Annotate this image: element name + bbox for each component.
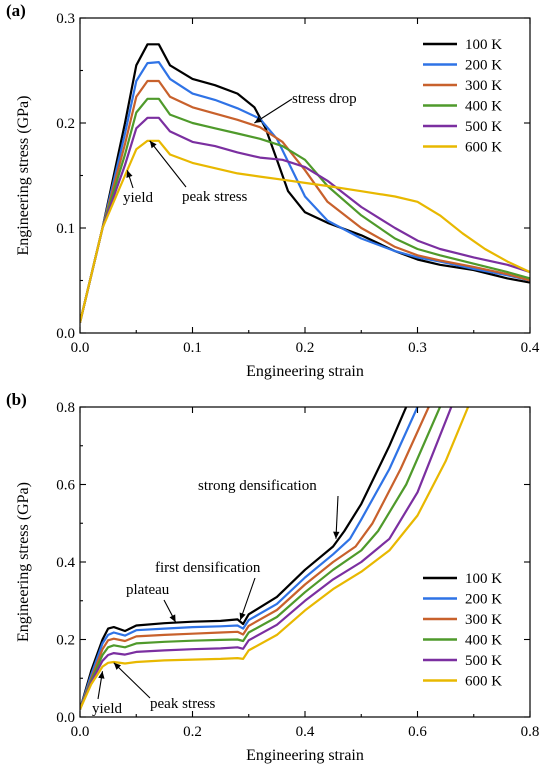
x-tick-label: 0.4 bbox=[296, 724, 315, 740]
x-tick-label: 0.3 bbox=[408, 340, 427, 356]
arrow-head bbox=[333, 531, 340, 539]
annotation-text: peak stress bbox=[182, 189, 248, 205]
legend: 100 K 200 K 300 K 400 K 500 K 600 K bbox=[423, 37, 502, 156]
legend-entry: 600 K bbox=[465, 674, 502, 690]
y-tick-label: 0.2 bbox=[56, 633, 75, 649]
annotation-arrow bbox=[149, 140, 187, 188]
series-line-600k bbox=[80, 407, 470, 710]
series-line-600k bbox=[80, 139, 530, 323]
annotation-arrow bbox=[335, 495, 339, 539]
annotation-text: first densification bbox=[155, 560, 261, 576]
arrow-head bbox=[169, 614, 176, 623]
y-tick-label: 0.0 bbox=[56, 326, 75, 342]
y-tick-label: 0.8 bbox=[56, 400, 75, 416]
y-axis-label: Engineering stress (GPa) bbox=[15, 482, 32, 642]
legend-entry: 200 K bbox=[465, 592, 502, 608]
chart-panel-a: 0.0 0.1 0.2 0.3 0.4 0.0 0.1 0.2 0.3 Engineering s… bbox=[6, 1, 540, 380]
annotation-text: stress drop bbox=[292, 91, 357, 107]
series-line-100k bbox=[80, 43, 530, 323]
x-tick-label: 0.2 bbox=[183, 724, 202, 740]
legend-entry: 400 K bbox=[465, 633, 502, 649]
chart-panel-b: 0.0 0.2 0.4 0.6 0.8 0.0 0.2 0.4 0.6 0.8 Engineerin… bbox=[6, 390, 539, 764]
series-line-500k bbox=[80, 116, 530, 323]
y-tick-label: 0.4 bbox=[56, 555, 75, 571]
y-tick-label: 0.2 bbox=[56, 116, 75, 132]
arrow-head bbox=[254, 116, 262, 123]
legend-entry: 600 K bbox=[465, 140, 502, 156]
series-group bbox=[80, 407, 470, 710]
annotation-arrow bbox=[254, 98, 293, 124]
panel-label: (a) bbox=[6, 1, 26, 20]
legend-entry: 300 K bbox=[465, 612, 502, 628]
arrow-head bbox=[239, 612, 246, 621]
annotation-text: strong densification bbox=[198, 478, 317, 494]
annotation-arrow bbox=[113, 662, 151, 699]
y-tick-label: 0.3 bbox=[56, 11, 75, 27]
panel-label: (b) bbox=[6, 390, 27, 409]
y-tick-label: 0.6 bbox=[56, 478, 75, 494]
legend-entry: 400 K bbox=[465, 99, 502, 115]
legend-entry: 500 K bbox=[465, 119, 502, 135]
legend-entry: 300 K bbox=[465, 78, 502, 94]
y-tick-label: 0.0 bbox=[56, 710, 75, 726]
x-tick-label: 0.0 bbox=[71, 340, 90, 356]
x-tick-label: 0.6 bbox=[408, 724, 427, 740]
x-tick-label: 0.1 bbox=[183, 340, 202, 356]
annotation-text: yield bbox=[92, 701, 122, 717]
y-tick-label: 0.1 bbox=[56, 221, 75, 237]
legend: 100 K 200 K 300 K 400 K 500 K 600 K bbox=[423, 571, 502, 690]
x-tick-label: 0.2 bbox=[296, 340, 315, 356]
legend-entry: 500 K bbox=[465, 653, 502, 669]
x-tick-label: 0.4 bbox=[521, 340, 540, 356]
series-line-300k bbox=[80, 407, 430, 710]
plot-frame bbox=[79, 17, 531, 334]
series-line-300k bbox=[80, 79, 530, 323]
legend-entry: 100 K bbox=[465, 37, 502, 53]
arrow-head bbox=[126, 170, 133, 178]
arrow-head bbox=[98, 671, 105, 679]
annotation-text: peak stress bbox=[150, 696, 216, 712]
annotation-arrow bbox=[239, 577, 256, 621]
legend-entry: 100 K bbox=[465, 571, 502, 587]
legend-entry: 200 K bbox=[465, 58, 502, 74]
series-line-500k bbox=[80, 407, 453, 710]
annotation-text: plateau bbox=[126, 582, 170, 598]
series-group bbox=[80, 43, 530, 323]
plot-frame bbox=[79, 406, 531, 718]
x-tick-label: 0.0 bbox=[71, 724, 90, 740]
x-axis-label: Engineering strain bbox=[246, 747, 364, 764]
arrow-head bbox=[113, 662, 121, 670]
y-axis-label: Engineering stress (GPa) bbox=[15, 96, 32, 256]
series-line-200k bbox=[80, 407, 419, 710]
x-tick-label: 0.8 bbox=[521, 724, 540, 740]
series-line-200k bbox=[80, 61, 530, 323]
annotation-text: yield bbox=[123, 190, 153, 206]
series-line-400k bbox=[80, 407, 442, 710]
series-line-400k bbox=[80, 97, 530, 323]
series-line-100k bbox=[80, 407, 408, 710]
arrow-head bbox=[149, 140, 157, 149]
x-axis-label: Engineering strain bbox=[246, 363, 364, 380]
